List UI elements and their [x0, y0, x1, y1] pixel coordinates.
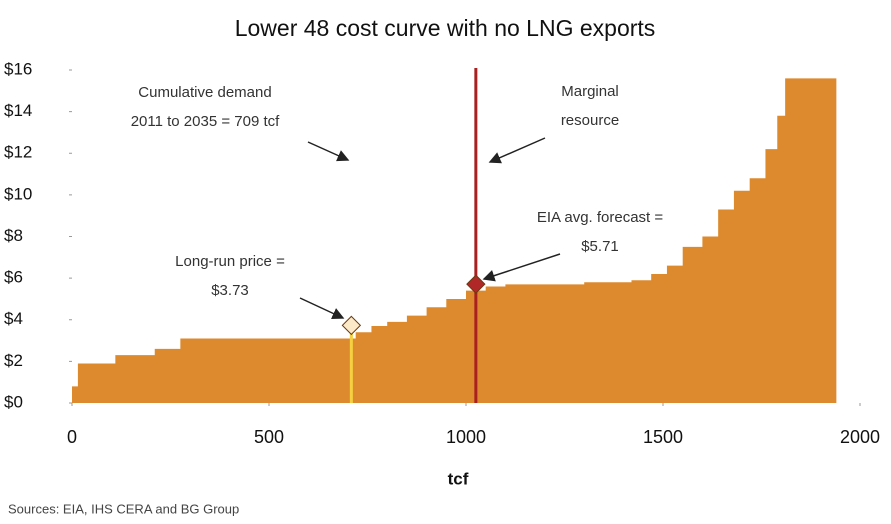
x-tick-label: 2000: [840, 427, 880, 447]
marker-diamond: [341, 315, 362, 336]
y-tick-label: $6: [4, 268, 23, 287]
y-tick-label: $14: [4, 101, 32, 120]
source: Sources: EIA, IHS CERA and BG Group: [8, 501, 239, 516]
annotation: Marginal: [561, 83, 619, 100]
x-axis-label: tcf: [448, 469, 469, 488]
y-tick-label: $8: [4, 226, 23, 245]
annotation: 2011 to 2035 = 709 tcf: [131, 113, 280, 130]
arrows: [299, 137, 561, 320]
x-tick-label: 500: [254, 427, 284, 447]
annotation: EIA avg. forecast =: [537, 209, 664, 226]
annotation: $3.73: [211, 282, 249, 299]
y-tick-label: $10: [4, 184, 32, 203]
annotation: $5.71: [581, 238, 619, 255]
x-tick-label: 0: [67, 427, 77, 447]
x-tick-label: 1000: [446, 427, 486, 447]
annotation: resource: [561, 112, 619, 129]
cost-curve-area: [72, 78, 837, 403]
y-tick-label: $2: [4, 351, 23, 370]
annotation: Cumulative demand: [138, 84, 271, 101]
y-tick-label: $16: [4, 59, 32, 78]
y-tick-label: $12: [4, 143, 32, 162]
annotation: Long-run price =: [175, 253, 285, 270]
y-tick-label: $4: [4, 309, 23, 328]
x-tick-label: 1500: [643, 427, 683, 447]
chart-title: Lower 48 cost curve with no LNG exports: [235, 15, 656, 41]
y-tick-label: $0: [4, 392, 23, 411]
marker-diamond: [466, 274, 486, 294]
